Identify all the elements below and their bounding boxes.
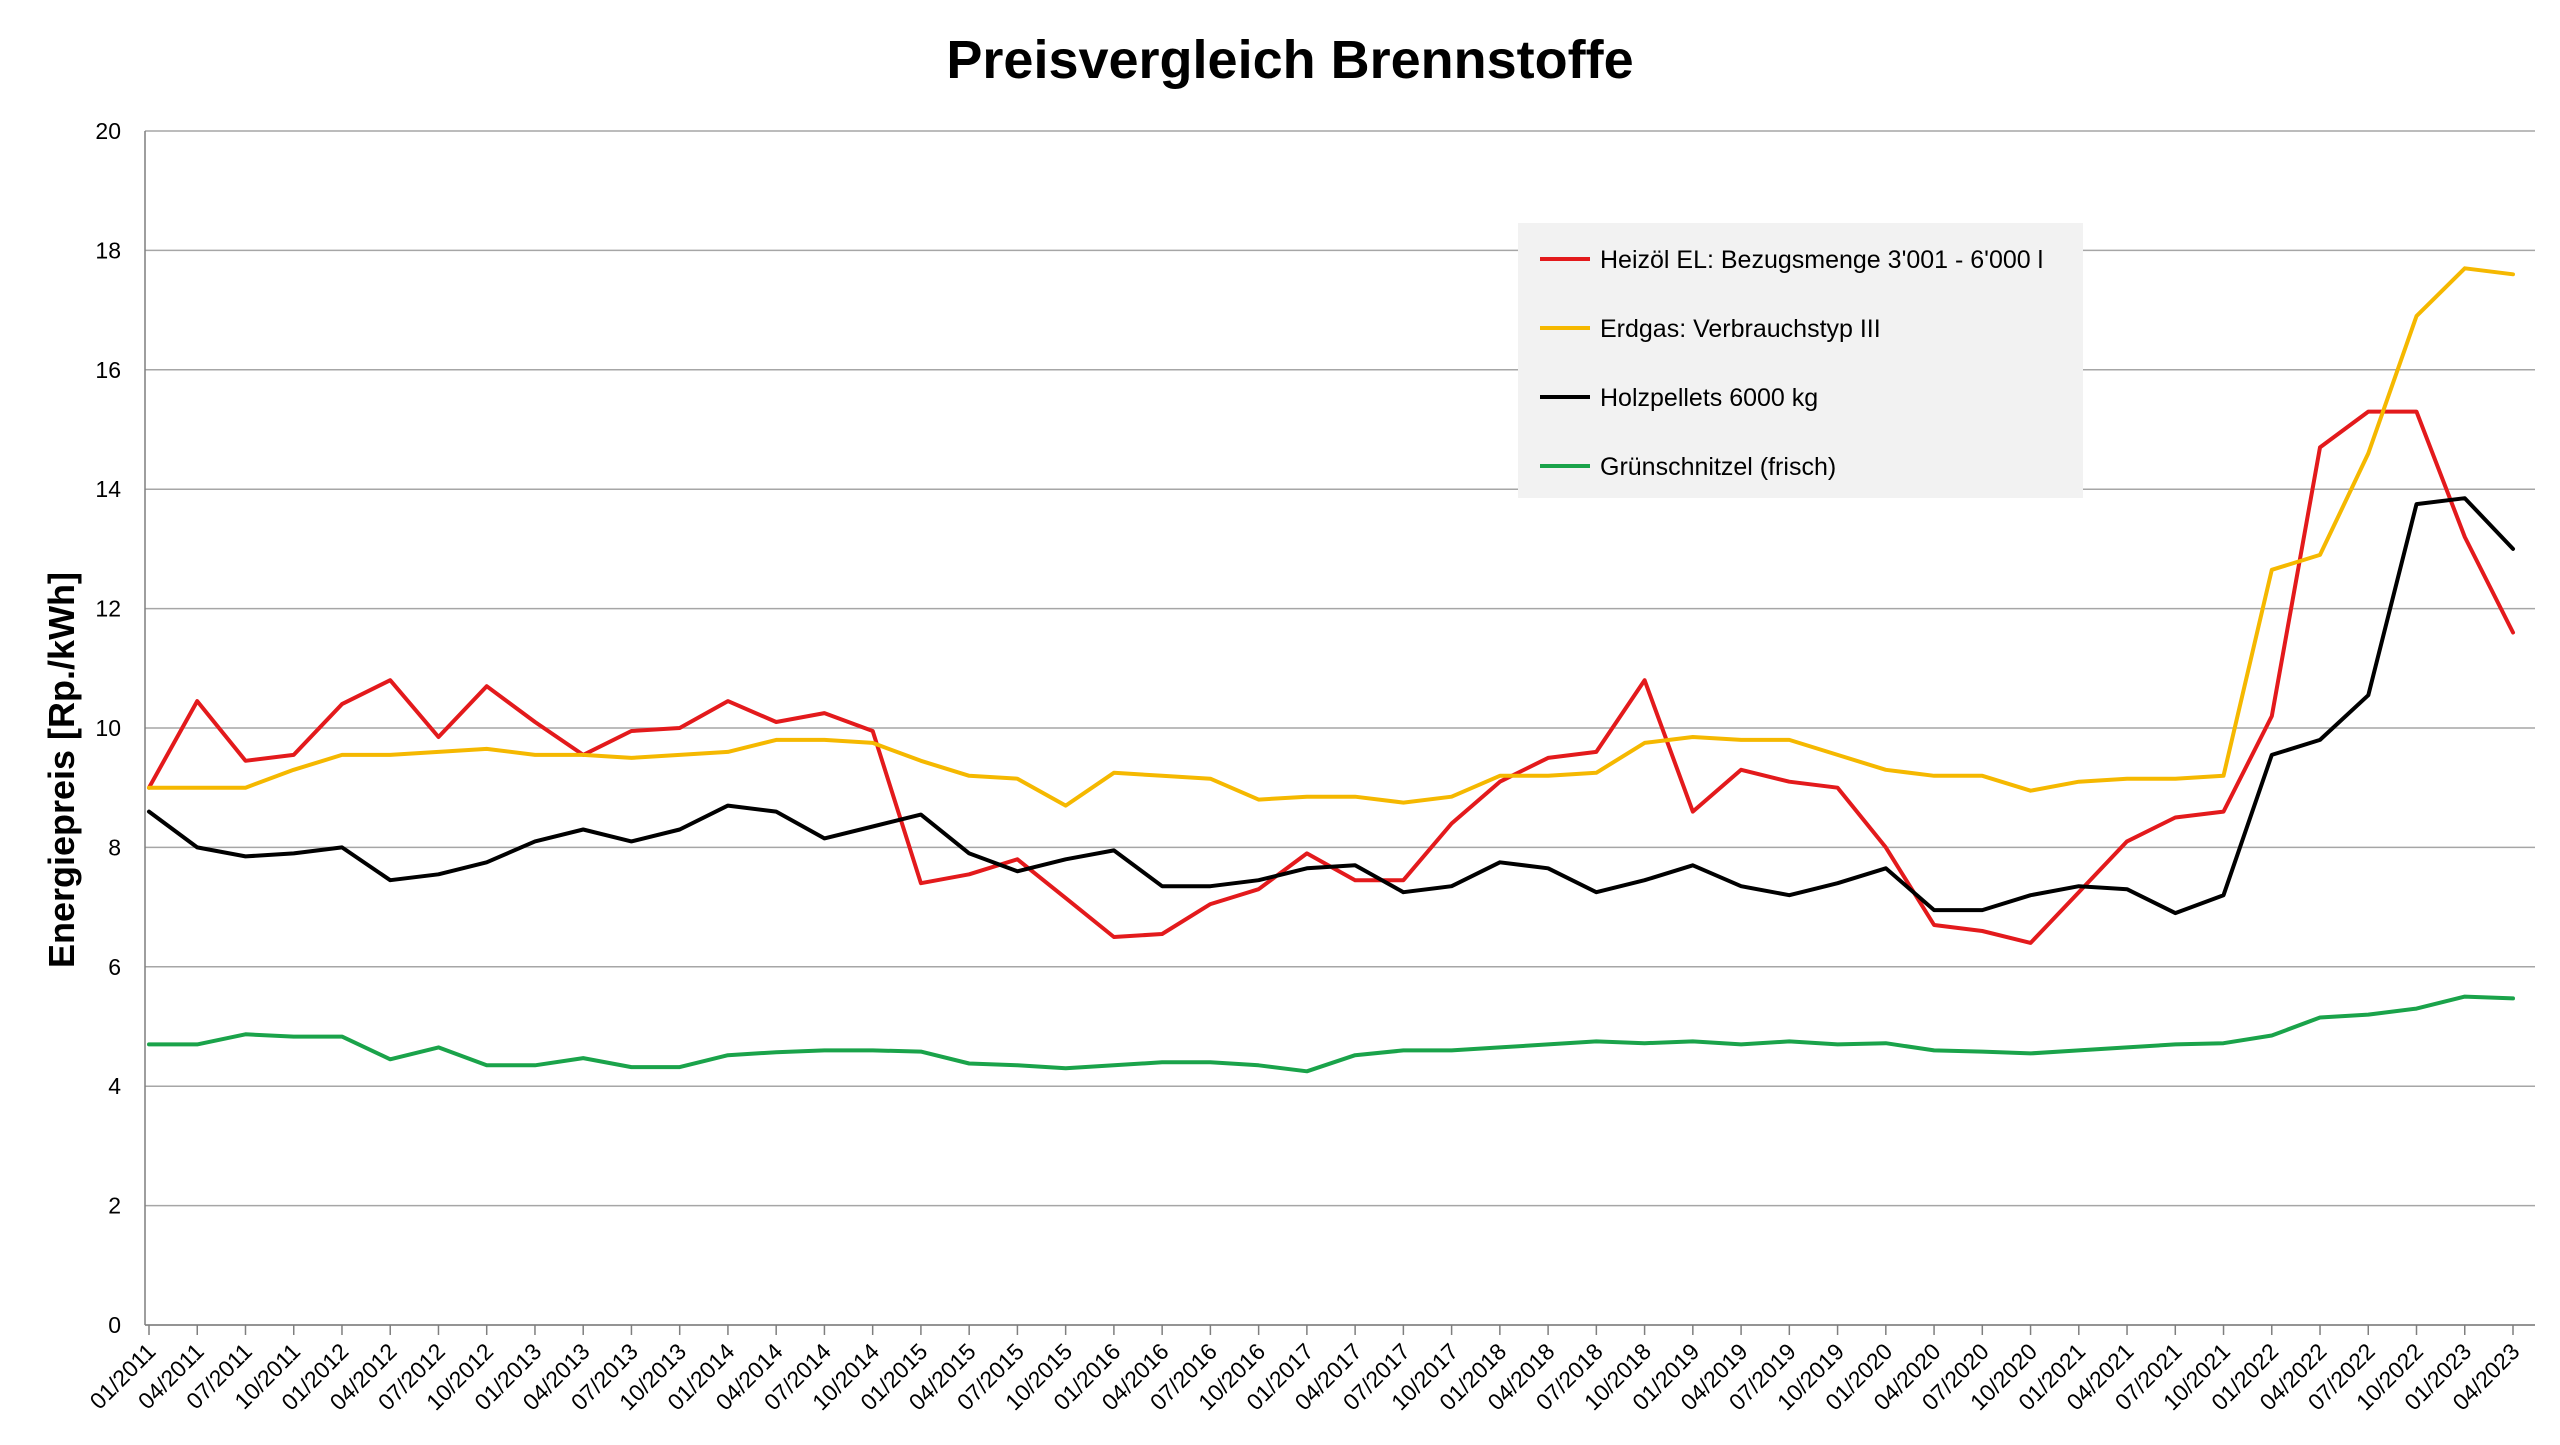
grid-lines [145,130,2535,1326]
series-line-1 [147,409,2515,945]
series-line-2 [147,266,2515,808]
y-tick-label: 10 [95,715,121,741]
y-tick-label: 12 [95,596,121,622]
y-tick-label: 2 [108,1193,121,1219]
y-tick-label: 16 [95,357,121,383]
y-tick-label: 14 [95,476,121,502]
y-tick-label: 18 [95,237,121,263]
axes: 0246810121416182001/201104/201107/201110… [85,118,2535,1415]
legend-label: Holzpellets 6000 kg [1600,384,1818,412]
legend: Heizöl EL: Bezugsmenge 3'001 - 6'000 l Er… [1518,223,2083,498]
y-axis-label: Energiepreis [Rp./kWh] [41,572,82,968]
chart-title: Preisvergleich Brennstoffe [946,30,1633,90]
legend-label: Erdgas: Verbrauchstyp III [1600,315,1881,343]
y-tick-label: 0 [108,1312,121,1338]
legend-label: Grünschnitzel (frisch) [1600,453,1836,481]
series-lines [147,266,2515,1074]
legend-box [1518,223,2083,498]
y-tick-label: 20 [95,118,121,144]
series-line-3 [147,496,2515,916]
legend-label: Heizöl EL: Bezugsmenge 3'001 - 6'000 l [1600,246,2043,274]
y-tick-label: 6 [108,954,121,980]
series-line-4 [147,994,2515,1074]
y-tick-label: 4 [108,1073,121,1099]
y-tick-label: 8 [108,834,121,860]
